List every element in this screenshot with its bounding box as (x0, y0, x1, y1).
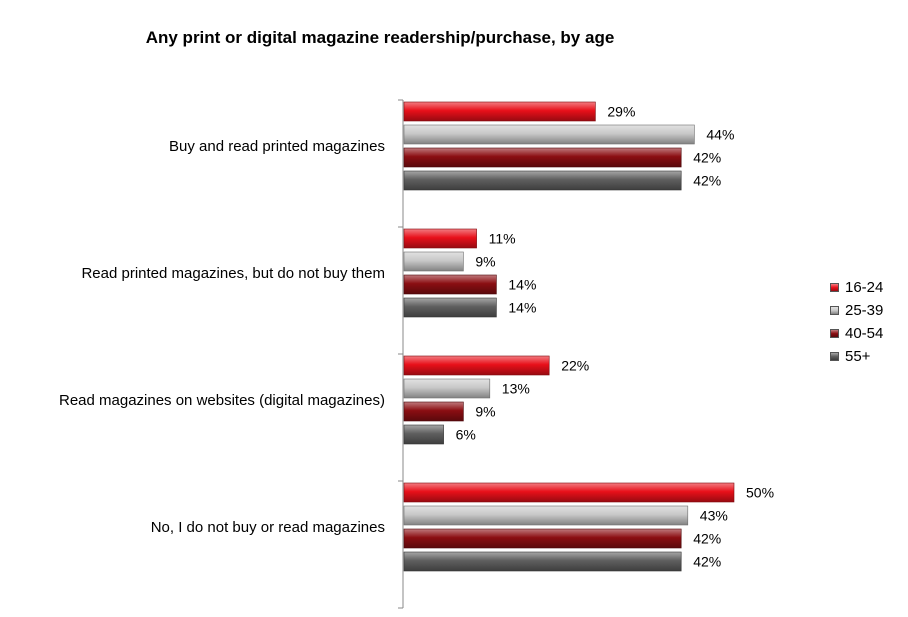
data-label: 42% (693, 150, 721, 166)
legend-swatch (830, 283, 839, 292)
data-label: 9% (475, 254, 495, 270)
legend-item: 16-24 (830, 276, 883, 299)
legend-label: 40-54 (845, 325, 884, 342)
legend-item: 25-39 (830, 299, 883, 322)
legend: 16-24 25-39 40-54 55+ (830, 276, 883, 368)
legend-label: 16-24 (845, 279, 884, 296)
data-label: 14% (508, 300, 536, 316)
bar-25-39 (403, 251, 464, 272)
data-label: 6% (456, 427, 476, 443)
bar-55+ (403, 170, 682, 191)
legend-item: 40-54 (830, 322, 883, 345)
bar-16-24 (403, 355, 550, 376)
bar-25-39 (403, 124, 695, 145)
data-label: 29% (607, 104, 635, 120)
legend-swatch (830, 352, 839, 361)
category-label: Buy and read printed magazines (169, 138, 385, 155)
data-label: 44% (706, 127, 734, 143)
data-label: 14% (508, 277, 536, 293)
legend-label: 25-39 (845, 302, 884, 319)
data-label: 9% (475, 404, 495, 420)
data-label: 11% (489, 231, 516, 247)
bar-25-39 (403, 505, 689, 526)
bar-55+ (403, 424, 444, 445)
bar-16-24 (403, 228, 477, 249)
data-label: 42% (693, 531, 721, 547)
bar-40-54 (403, 147, 682, 168)
bar-25-39 (403, 378, 491, 399)
data-label: 43% (700, 508, 728, 524)
category-label: Read printed magazines, but do not buy t… (81, 265, 385, 282)
category-label: No, I do not buy or read magazines (151, 519, 385, 536)
chart-title: Any print or digital magazine readership… (145, 28, 615, 47)
data-label: 42% (693, 554, 721, 570)
legend-item: 55+ (830, 345, 883, 368)
bar-40-54 (403, 401, 464, 422)
bar-16-24 (403, 101, 596, 122)
data-label: 50% (746, 485, 774, 501)
bar-40-54 (403, 274, 497, 295)
bar-55+ (403, 551, 682, 572)
data-label: 42% (693, 173, 721, 189)
legend-label: 55+ (845, 348, 871, 365)
legend-swatch (830, 329, 839, 338)
data-label: 22% (561, 358, 589, 374)
bar-16-24 (403, 482, 735, 503)
category-label: Read magazines on websites (digital maga… (59, 392, 385, 409)
legend-swatch (830, 306, 839, 315)
bar-40-54 (403, 528, 682, 549)
data-label: 13% (502, 381, 530, 397)
bar-55+ (403, 297, 497, 318)
